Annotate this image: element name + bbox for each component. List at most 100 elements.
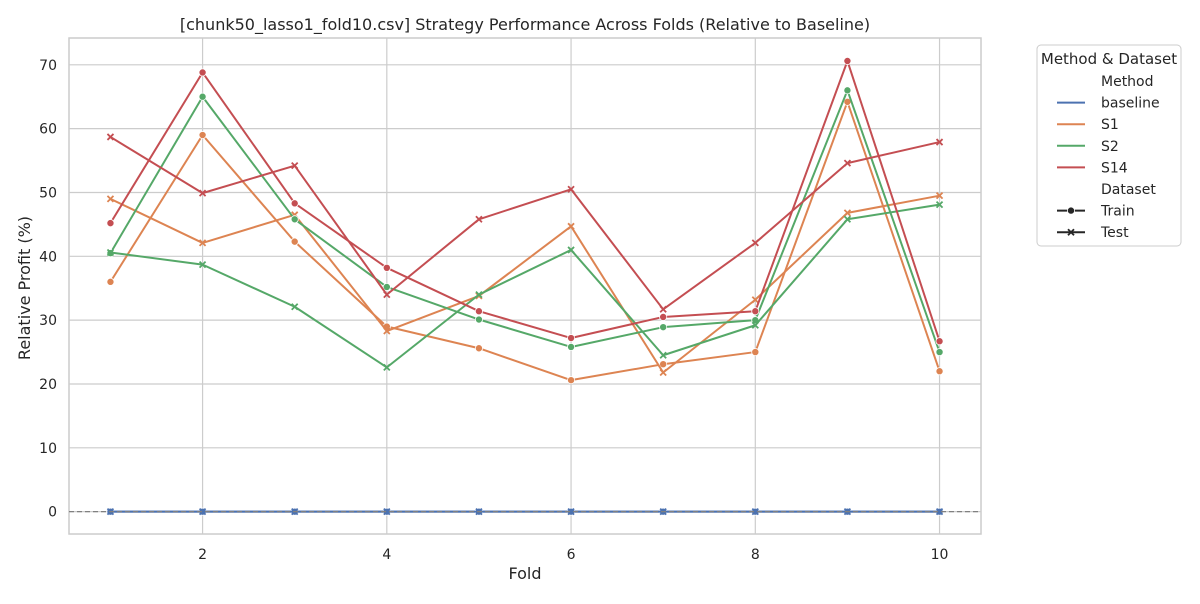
data-point-s2-train	[567, 342, 576, 351]
data-point-s14-test	[198, 189, 207, 197]
data-point-s1-train	[290, 237, 299, 246]
data-point-s1-test	[567, 222, 575, 230]
chart-title: [chunk50_lasso1_fold10.csv] Strategy Per…	[180, 15, 870, 35]
data-point-baseline-test	[751, 508, 759, 516]
x-tick-label: 4	[382, 547, 391, 563]
series-s2-test	[106, 200, 944, 372]
data-point-s14-test	[383, 290, 391, 299]
legend-dataset-header: Dataset	[1101, 182, 1156, 198]
data-point-s2-test	[935, 200, 944, 209]
plot-frame	[68, 37, 982, 535]
y-tick-label: 70	[39, 58, 57, 74]
legend-box	[1036, 44, 1182, 247]
series-s14-train	[106, 56, 944, 346]
data-point-s2-test	[751, 321, 759, 329]
data-point-s2-train	[382, 282, 391, 291]
data-point-s14-train	[751, 307, 760, 316]
data-point-s1-test	[843, 209, 852, 217]
series-s1-train	[106, 97, 944, 385]
x-tick-label: 8	[751, 547, 760, 563]
x-tick-label: 6	[567, 547, 576, 563]
data-point-s14-train	[567, 334, 576, 343]
legend-title: Method & Dataset	[1041, 50, 1177, 68]
data-point-s2-test	[475, 290, 483, 299]
series-line-s1-train	[109, 100, 941, 382]
data-point-s1-train	[751, 348, 760, 357]
data-point-s14-train	[198, 68, 207, 77]
data-point-s2-test	[106, 248, 115, 257]
data-point-s1-test	[383, 327, 391, 335]
data-point-s1-test	[106, 195, 115, 203]
x-axis-title: Fold	[508, 564, 541, 583]
data-point-s1-train	[106, 277, 115, 286]
data-point-s14-test	[935, 138, 944, 146]
data-point-s14-test	[843, 159, 852, 167]
data-point-s14-test	[567, 185, 575, 193]
series-line-s14-train	[109, 59, 941, 342]
legend-label-s1: S1	[1101, 117, 1119, 133]
y-tick-label: 0	[48, 505, 57, 521]
y-tick-label: 60	[39, 122, 57, 138]
series-line-s2-train	[109, 89, 941, 353]
series-s14-test	[106, 133, 944, 313]
series-line-s2-test	[110, 203, 940, 369]
series-line-s1-test	[110, 194, 940, 374]
data-point-s2-test	[567, 246, 575, 254]
data-point-baseline-test	[383, 508, 391, 516]
y-tick-label: 40	[39, 249, 57, 265]
y-tick-label: 30	[39, 313, 57, 329]
y-tick-label: 20	[39, 377, 57, 393]
data-point-s14-train	[843, 56, 852, 65]
legend-label-test: Test	[1100, 225, 1129, 241]
y-axis-title: Relative Profit (%)	[15, 216, 34, 360]
data-point-s14-train	[659, 312, 668, 321]
data-point-s1-train	[567, 376, 576, 385]
data-point-s14-test	[475, 215, 483, 223]
data-point-s1-train	[659, 360, 668, 369]
data-point-s1-train	[935, 367, 944, 376]
legend: Method & Dataset Method baseline S1 S2 S14 Dat…	[1036, 44, 1182, 247]
data-point-s2-train	[659, 323, 668, 332]
data-point-s2-test	[383, 363, 391, 372]
x-tick-label: 10	[931, 547, 949, 563]
y-tick-label: 10	[39, 441, 57, 457]
legend-method-header: Method	[1101, 74, 1154, 90]
data-point-s14-test	[659, 305, 667, 313]
data-point-baseline-test	[567, 508, 575, 516]
data-point-s2-train	[935, 348, 944, 357]
y-tick-label: 50	[39, 185, 57, 201]
data-point-s2-train	[474, 315, 483, 324]
data-point-s2-train	[843, 86, 852, 95]
legend-marker-train	[1067, 206, 1076, 215]
data-point-s1-test	[659, 368, 667, 377]
data-point-s2-test	[291, 303, 299, 311]
data-point-s14-train	[106, 219, 115, 228]
legend-label-baseline: baseline	[1101, 96, 1160, 112]
plot-area: 2 4 6 8 10 0 10 20 30 40 50 60 70	[39, 37, 982, 563]
data-point-s1-train	[474, 344, 483, 353]
x-tick-label: 2	[198, 547, 207, 563]
data-point-s2-test	[843, 215, 852, 223]
legend-label-train: Train	[1100, 204, 1135, 220]
series-s1-test	[106, 192, 944, 377]
data-point-s1-train	[198, 131, 207, 140]
data-point-baseline-test	[198, 508, 207, 516]
legend-label-s2: S2	[1101, 139, 1119, 155]
legend-marker-test	[1067, 228, 1075, 236]
data-point-s14-train	[474, 307, 483, 316]
data-point-s2-train	[290, 215, 299, 224]
data-point-s1-test	[935, 192, 944, 200]
legend-label-s14: S14	[1101, 160, 1128, 176]
series-line-s14-test	[109, 136, 940, 311]
data-point-s2-test	[659, 351, 667, 359]
data-point-s1-test	[751, 296, 759, 304]
data-point-s14-test	[751, 239, 759, 247]
data-point-s14-test	[106, 133, 115, 141]
data-point-s1-test	[198, 239, 207, 247]
data-point-s14-test	[291, 162, 299, 170]
data-point-s14-train	[935, 337, 944, 346]
data-point-s14-train	[382, 263, 391, 272]
data-point-baseline-test	[935, 508, 944, 516]
